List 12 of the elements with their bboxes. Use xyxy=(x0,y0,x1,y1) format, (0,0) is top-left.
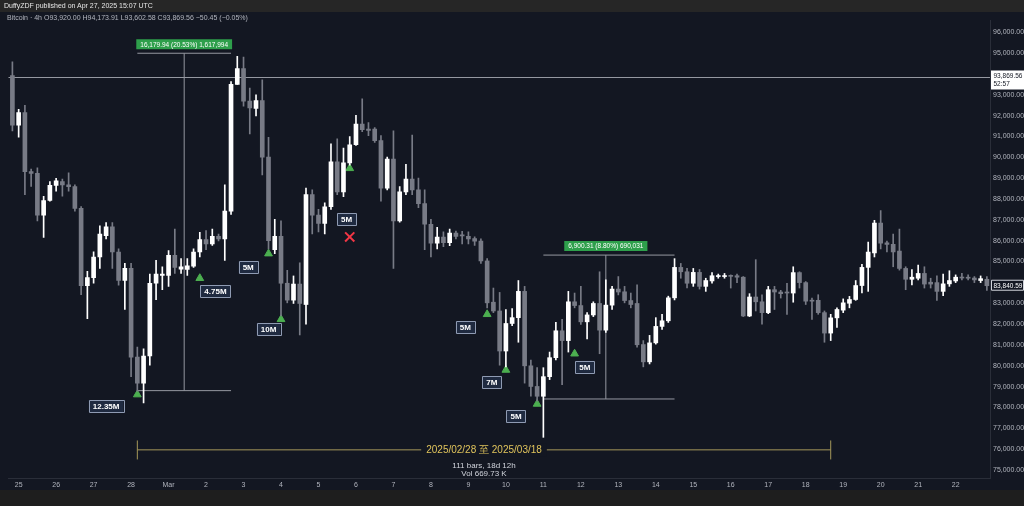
annotation: 5M xyxy=(242,263,255,273)
annotation: 4.75M xyxy=(204,286,227,296)
annotation: 5M xyxy=(459,323,472,333)
annotation: 7M xyxy=(486,378,498,388)
annotation: 12.35M xyxy=(92,401,120,411)
annotation: 2025/02/28 至 2025/03/18 xyxy=(426,444,543,456)
annotation: 5M xyxy=(579,362,591,372)
annotation: 5M xyxy=(341,214,353,224)
annotation: 10M xyxy=(260,325,277,335)
annotation: 5M xyxy=(510,411,522,421)
annotation: 111 bars, 18d 12h xyxy=(452,460,516,470)
annotation: Vol 669.73 K xyxy=(461,468,508,478)
